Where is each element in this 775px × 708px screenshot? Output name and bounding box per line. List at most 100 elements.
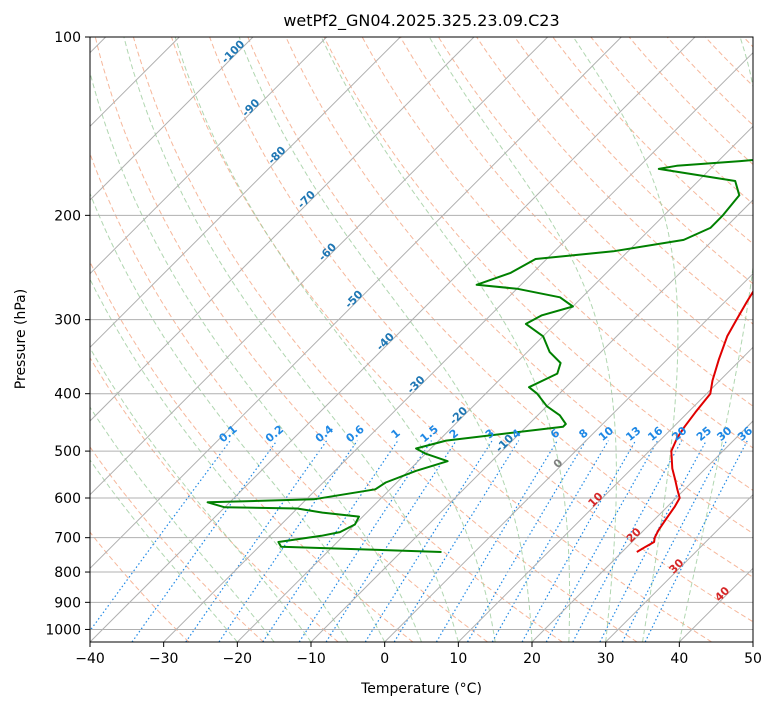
isotherm-label: -100 bbox=[219, 37, 248, 66]
dewpoint-profile-line bbox=[206, 158, 753, 553]
upper-isotherm-label: 20 bbox=[624, 525, 644, 545]
grid bbox=[90, 37, 753, 642]
mixing-ratio-label: 25 bbox=[694, 424, 714, 444]
x-tick-label: −20 bbox=[223, 651, 253, 667]
mixing-ratio-label: 0.4 bbox=[313, 422, 337, 445]
mixing-ratio-label: 8 bbox=[576, 426, 590, 441]
mixing-ratio-label: 0.1 bbox=[216, 423, 239, 445]
isotherm-label: -40 bbox=[374, 330, 397, 353]
x-tick-label: −40 bbox=[75, 651, 105, 667]
moist-adiabat-line bbox=[238, 37, 533, 642]
dry-adiabat-line bbox=[90, 356, 339, 642]
mixing-ratio-line bbox=[545, 440, 659, 642]
moist-adiabat-line bbox=[320, 37, 571, 642]
dry-adiabat-line bbox=[90, 531, 190, 642]
moist-adiabat-line bbox=[90, 70, 422, 642]
mixing-ratio-line bbox=[572, 440, 683, 642]
mixing-ratio-label: 1 bbox=[389, 426, 403, 441]
moist-adiabat-line bbox=[572, 37, 679, 642]
y-tick-label: 800 bbox=[54, 565, 81, 581]
dry-adiabat-line bbox=[323, 37, 753, 491]
dry-adiabat-line bbox=[666, 37, 753, 126]
y-tick-label: 1000 bbox=[45, 622, 81, 638]
isotherm-line bbox=[90, 37, 696, 642]
isotherm-line bbox=[310, 199, 753, 642]
mixing-ratio-line bbox=[435, 440, 558, 642]
dry-adiabat-line bbox=[552, 37, 753, 245]
x-tick-label: 40 bbox=[670, 651, 688, 667]
isotherm-line bbox=[90, 37, 622, 570]
isotherm-line bbox=[531, 420, 753, 642]
dry-adiabat-line bbox=[132, 37, 638, 642]
isotherm-label: -30 bbox=[404, 373, 427, 396]
moist-adiabat-line bbox=[123, 37, 459, 642]
isotherm-line bbox=[163, 51, 753, 642]
moist-adiabat-line bbox=[90, 192, 386, 642]
y-axis: 100 200 300 400 500 600 700 800 900 1000 bbox=[45, 30, 90, 638]
mixing-ratio-line bbox=[185, 440, 328, 642]
upper-isotherm-label: 10 bbox=[586, 490, 606, 510]
mixing-ratio-line bbox=[521, 440, 637, 642]
isotherm-line bbox=[384, 272, 753, 642]
dry-adiabat-line bbox=[94, 37, 563, 642]
x-tick-label: −10 bbox=[296, 651, 326, 667]
dry-adiabat-line bbox=[704, 37, 753, 87]
mixing-ratio-label: 16 bbox=[645, 424, 665, 444]
dry-adiabat-line bbox=[90, 260, 414, 642]
moist-adiabat-line bbox=[90, 459, 238, 642]
moist-adiabat-line bbox=[90, 278, 349, 642]
chart-title: wetPf2_GN04.2025.325.23.09.C23 bbox=[283, 11, 559, 31]
dry-adiabat-line bbox=[171, 37, 712, 642]
moist-adiabat-line bbox=[428, 37, 617, 642]
isotherm-line bbox=[90, 37, 549, 496]
y-tick-label: 300 bbox=[54, 313, 81, 329]
x-axis: −40 −30 −20 −10 0 10 20 30 40 50 bbox=[75, 642, 762, 667]
mixing-ratio-label: 3 bbox=[483, 426, 497, 441]
isotherm-label: -60 bbox=[316, 240, 339, 263]
y-tick-label: 900 bbox=[54, 595, 81, 611]
isotherm-line bbox=[90, 37, 475, 422]
upper-isotherm-label: 30 bbox=[666, 556, 686, 576]
x-axis-label: Temperature (°C) bbox=[360, 681, 482, 697]
mixing-ratio-line bbox=[393, 440, 520, 642]
dry-adiabat-line bbox=[743, 37, 753, 48]
dry-adiabat-line bbox=[209, 37, 753, 623]
temperature-profile-line bbox=[636, 289, 753, 553]
y-tick-label: 200 bbox=[54, 208, 81, 224]
mixing-ratio-line bbox=[131, 440, 278, 642]
dry-adiabat-line bbox=[590, 37, 753, 205]
plot-frame bbox=[89, 36, 754, 643]
mixing-ratio-line bbox=[621, 440, 728, 642]
mixing-ratio-line bbox=[599, 440, 707, 642]
y-tick-label: 500 bbox=[54, 444, 81, 460]
x-tick-label: 30 bbox=[597, 651, 615, 667]
moist-adiabat-line bbox=[90, 347, 312, 642]
mixing-ratio-line bbox=[298, 440, 432, 642]
y-tick-label: 400 bbox=[54, 387, 81, 403]
dry-adiabat-line bbox=[90, 446, 264, 642]
isotherm-line bbox=[605, 493, 753, 642]
isotherm-line bbox=[90, 37, 401, 349]
y-tick-label: 600 bbox=[54, 491, 81, 507]
mixing-ratio-label: 30 bbox=[714, 424, 734, 444]
mixing-ratio-line bbox=[466, 440, 587, 642]
x-tick-label: 20 bbox=[523, 651, 541, 667]
x-tick-label: 50 bbox=[744, 651, 762, 667]
dry-adiabat-line bbox=[476, 37, 753, 325]
isotherm-label: -20 bbox=[447, 404, 470, 427]
mixing-ratio-line bbox=[325, 440, 457, 642]
dry-adiabat-line bbox=[399, 37, 753, 407]
mixing-ratio-label: 13 bbox=[623, 424, 643, 444]
mixing-ratio-label: 36 bbox=[735, 424, 755, 444]
y-tick-label: 700 bbox=[54, 531, 81, 547]
isotherm-label: -90 bbox=[239, 96, 262, 119]
upper-isotherm-label: 40 bbox=[712, 584, 732, 604]
y-tick-label: 100 bbox=[54, 30, 81, 46]
moist-adiabat-line bbox=[174, 37, 496, 642]
mixing-ratio-label: 20 bbox=[669, 424, 689, 444]
isotherm-line bbox=[678, 567, 753, 642]
profiles bbox=[206, 158, 753, 553]
plot-background bbox=[90, 37, 753, 642]
line-labels: 0.1 0.2 0.4 0.6 1 1.5 2 3 4 6 8 10 13 16 20 25 30 36-100-… bbox=[216, 37, 755, 604]
dry-adiabat-line bbox=[437, 37, 753, 366]
